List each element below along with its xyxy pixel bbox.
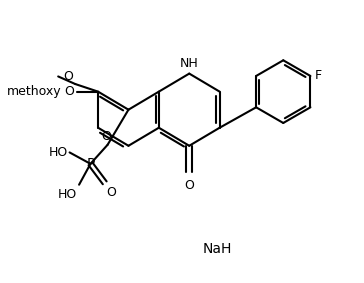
Text: HO: HO <box>48 146 68 159</box>
Text: O: O <box>64 85 74 98</box>
Text: methoxy: methoxy <box>7 85 62 98</box>
Text: F: F <box>315 69 322 82</box>
Text: NH: NH <box>180 57 199 70</box>
Text: P: P <box>86 157 95 171</box>
Text: O: O <box>107 186 116 199</box>
Text: HO: HO <box>58 188 77 201</box>
Text: O: O <box>184 179 194 192</box>
Text: O: O <box>63 70 74 83</box>
Text: NaH: NaH <box>203 242 233 256</box>
Text: O: O <box>102 130 111 143</box>
